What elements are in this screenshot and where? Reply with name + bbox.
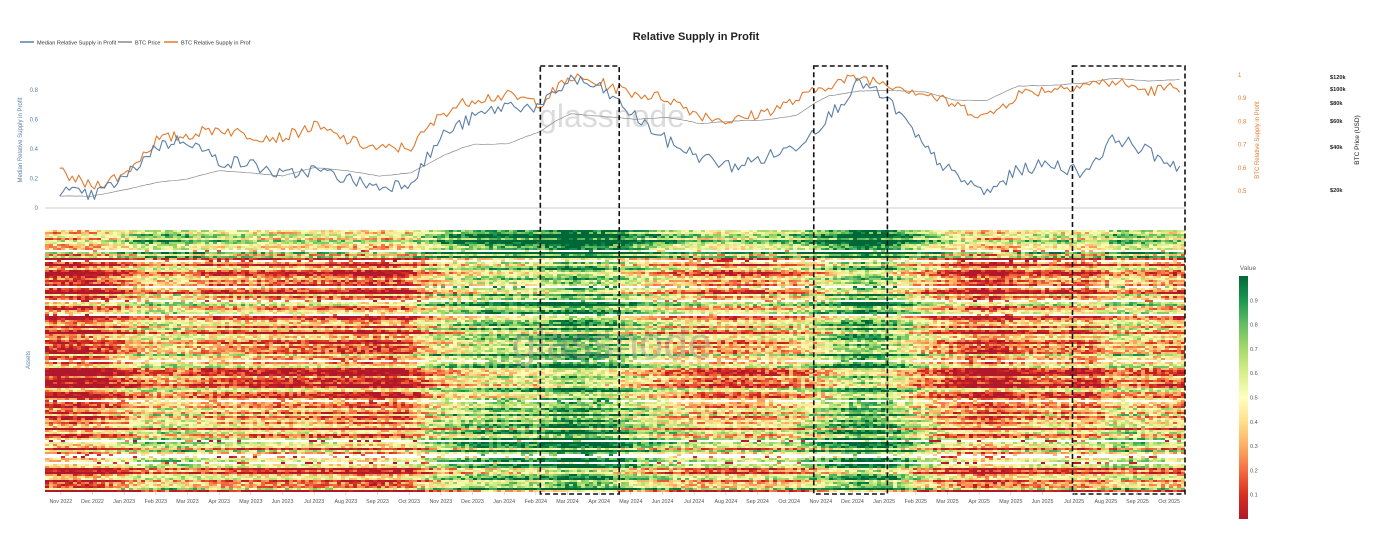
- right-axis: 0.5 0.6 0.7 0.8 0.9 1: [1238, 73, 1247, 195]
- x-tick-label: Sep 2025: [1126, 499, 1149, 505]
- x-tick-label: May 2023: [239, 499, 262, 505]
- x-tick-label: Mar 2023: [176, 499, 198, 505]
- x-tick-label: Nov 2024: [809, 499, 832, 505]
- legend-label: Median Relative Supply in Profit: [37, 41, 117, 47]
- legend-label: BTC Relative Supply in Prof: [181, 41, 251, 47]
- left-axis-tick: 0: [35, 206, 39, 212]
- x-tick-label: Apr 2025: [968, 499, 990, 505]
- x-tick-label: Jul 2024: [684, 499, 704, 505]
- colorbar: 0.1 0.2 0.3 0.4 0.5 0.6 0.7 0.8 0.9: [1239, 276, 1258, 519]
- x-tick-label: Aug 2025: [1094, 499, 1117, 505]
- right-axis-tick: 1: [1238, 73, 1242, 79]
- heatmap-axis-label: Assets: [26, 351, 32, 369]
- watermark-top: glassnode: [539, 98, 685, 134]
- colorbar-tick: 0.8: [1250, 323, 1258, 329]
- median-relative-supply-line: [59, 74, 1181, 201]
- left-axis-tick: 0.2: [30, 177, 39, 183]
- right-axis-tick: 0.5: [1238, 189, 1247, 195]
- heatmap: [45, 230, 1185, 492]
- x-tick-label: Oct 2023: [398, 499, 420, 505]
- chart-title: Relative Supply in Profit: [633, 31, 760, 43]
- left-axis-tick: 0.8: [30, 88, 39, 94]
- right-axis-label: BTC Relative Supply in Profit: [1255, 101, 1261, 179]
- x-tick-label: Aug 2024: [714, 499, 737, 505]
- right-axis-tick: 0.7: [1238, 143, 1247, 149]
- colorbar-title: Value: [1240, 265, 1257, 272]
- x-tick-label: Jun 2025: [1032, 499, 1054, 505]
- price-axis-tick: $100k: [1330, 87, 1346, 93]
- right-axis-tick: 0.6: [1238, 166, 1247, 172]
- left-axis-tick: 0.4: [30, 147, 39, 153]
- x-tick-label: Sep 2024: [746, 499, 769, 505]
- x-tick-label: Feb 2025: [905, 499, 927, 505]
- x-axis: Nov 2022 Dec 2022 Jan 2023 Feb 2023 Mar 2023…: [49, 492, 1180, 505]
- colorbar-tick: 0.3: [1250, 444, 1258, 450]
- price-axis-tick: $80k: [1330, 101, 1343, 107]
- x-tick-label: May 2024: [619, 499, 642, 505]
- x-tick-label: Dec 2022: [81, 499, 104, 505]
- left-axis-tick: 0.6: [30, 118, 39, 124]
- colorbar-tick: 0.5: [1250, 396, 1258, 402]
- x-tick-label: Oct 2024: [778, 499, 800, 505]
- x-tick-label: May 2025: [999, 499, 1022, 505]
- x-tick-label: Apr 2024: [588, 499, 610, 505]
- x-tick-label: Jan 2024: [493, 499, 515, 505]
- x-tick-label: Feb 2024: [525, 499, 547, 505]
- x-tick-label: Jun 2023: [272, 499, 294, 505]
- right-axis-tick: 0.8: [1238, 119, 1247, 125]
- highlight-box: [539, 65, 621, 495]
- highlight-box: [812, 65, 889, 495]
- left-axis-label: Median Relative Supply in Profit: [18, 97, 24, 182]
- right-axis-tick: 0.9: [1238, 96, 1247, 102]
- x-tick-label: Jun 2024: [652, 499, 674, 505]
- left-axis: 0 0.2 0.4 0.6 0.8: [30, 88, 39, 212]
- x-tick-label: Feb 2023: [145, 499, 167, 505]
- price-axis-tick: $120k: [1330, 75, 1346, 81]
- price-axis-tick: $60k: [1330, 119, 1343, 125]
- colorbar-bar: [1239, 276, 1248, 519]
- x-tick-label: Oct 2025: [1158, 499, 1180, 505]
- colorbar-tick: 0.9: [1250, 298, 1258, 304]
- legend: Median Relative Supply in Profit BTC Pric…: [20, 41, 251, 47]
- price-axis-tick: $40k: [1330, 145, 1343, 151]
- x-tick-label: Dec 2024: [841, 499, 864, 505]
- x-tick-label: Jul 2023: [304, 499, 324, 505]
- x-tick-label: Jul 2025: [1064, 499, 1084, 505]
- legend-label: BTC Price: [135, 41, 161, 47]
- x-tick-label: Mar 2025: [936, 499, 958, 505]
- price-axis: $20k $40k $60k $80k $100k $120k: [1330, 75, 1346, 194]
- x-tick-label: Mar 2024: [556, 499, 578, 505]
- price-axis-label: BTC Price (USD): [1354, 115, 1361, 164]
- x-tick-label: Aug 2023: [334, 499, 357, 505]
- x-tick-label: Jan 2025: [873, 499, 895, 505]
- x-tick-label: Sep 2023: [366, 499, 389, 505]
- colorbar-tick: 0.7: [1250, 347, 1258, 353]
- price-axis-tick: $20k: [1330, 188, 1343, 194]
- x-tick-label: Dec 2023: [461, 499, 484, 505]
- x-tick-label: Apr 2023: [208, 499, 230, 505]
- x-tick-label: Jan 2023: [113, 499, 135, 505]
- colorbar-tick: 0.6: [1250, 371, 1258, 377]
- highlight-boxes: [539, 65, 1186, 495]
- colorbar-tick: 0.2: [1250, 468, 1258, 474]
- colorbar-tick: 0.4: [1250, 420, 1258, 426]
- x-tick-label: Nov 2023: [429, 499, 452, 505]
- heatmap-cells: [45, 230, 1185, 492]
- x-tick-label: Nov 2022: [49, 499, 72, 505]
- colorbar-tick: 0.1: [1250, 493, 1258, 499]
- watermark-heatmap: glassnode: [512, 319, 713, 368]
- highlight-box: [1071, 65, 1186, 495]
